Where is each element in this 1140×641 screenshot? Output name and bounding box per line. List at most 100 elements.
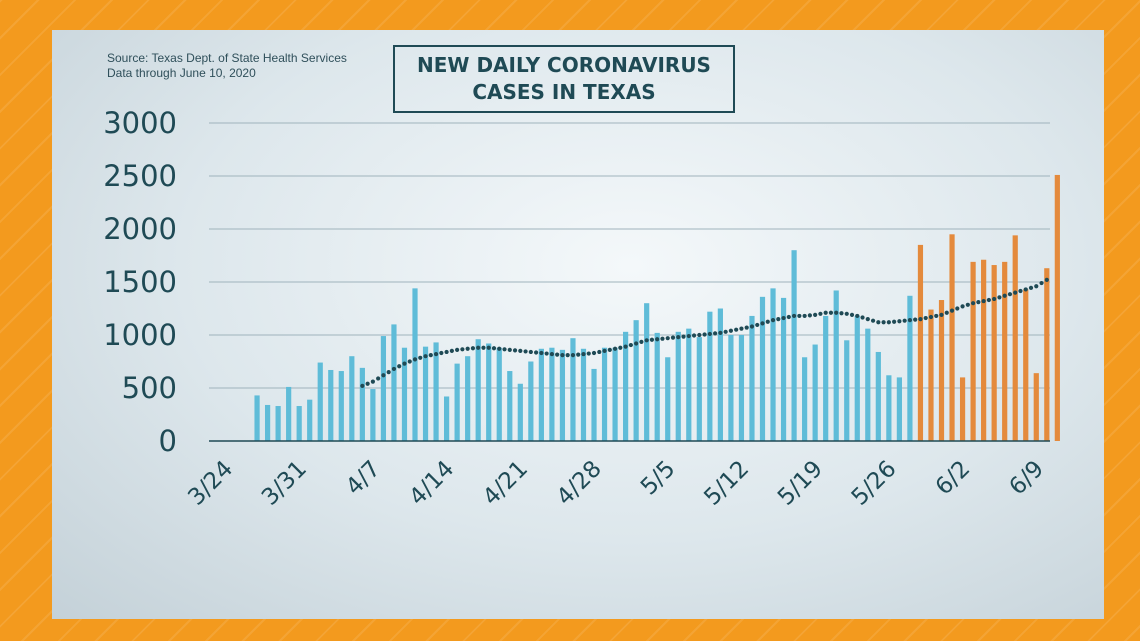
trend-dot	[1039, 280, 1044, 286]
trend-dot	[907, 318, 913, 323]
y-tick-label: 3000	[103, 106, 177, 140]
bar	[296, 406, 302, 441]
y-tick-label: 2500	[103, 159, 177, 193]
trend-dot	[623, 344, 628, 349]
trend-dot	[502, 347, 507, 352]
bar	[854, 315, 860, 441]
bar	[591, 368, 597, 441]
trend-dot	[655, 337, 660, 342]
trend-dot	[1013, 290, 1018, 295]
trend-dot	[376, 376, 381, 381]
bar	[644, 303, 650, 441]
trend-dot	[786, 314, 791, 320]
trend-dot	[407, 359, 412, 364]
trend-dot	[439, 350, 444, 356]
bar	[1033, 373, 1039, 441]
trend-dot	[913, 317, 918, 322]
trend-dot	[1007, 292, 1013, 297]
trend-dot	[602, 348, 607, 353]
trend-dot	[507, 347, 512, 352]
trend-dot	[618, 345, 623, 350]
bar	[886, 375, 892, 441]
trend-dot	[433, 351, 439, 357]
trend-dot	[1034, 284, 1039, 289]
bar	[728, 335, 734, 441]
trend-dot	[1002, 293, 1007, 298]
trend-dot	[981, 298, 986, 304]
bar	[496, 347, 502, 441]
bar	[791, 250, 797, 441]
trend-dot	[802, 313, 807, 319]
trend-dot	[807, 313, 812, 318]
trend-dot	[892, 319, 897, 324]
bar	[917, 244, 924, 441]
bar	[675, 331, 681, 441]
bar	[812, 344, 818, 441]
trend-dot	[834, 310, 839, 315]
bar	[949, 234, 955, 441]
trend-dot	[523, 349, 528, 354]
bar	[896, 377, 902, 441]
trend-dot	[360, 383, 365, 388]
bar	[486, 343, 492, 441]
trend-dot	[797, 313, 802, 319]
trend-dot	[576, 352, 581, 357]
trend-dot	[960, 304, 965, 309]
y-tick-label: 1500	[103, 265, 177, 299]
bar	[570, 338, 576, 441]
bar	[970, 261, 976, 441]
trend-dot	[881, 320, 886, 325]
trend-dot	[597, 349, 602, 355]
trend-dot	[686, 333, 691, 339]
bar	[738, 335, 745, 441]
bar	[349, 356, 355, 441]
trend-dot	[949, 308, 955, 313]
bar	[454, 363, 460, 441]
trend-dot	[628, 342, 633, 348]
bar	[823, 315, 829, 441]
trend-dot	[813, 312, 818, 317]
bar	[1054, 174, 1060, 441]
trend-dot	[591, 350, 597, 356]
trend-dot	[365, 381, 370, 386]
trend-dot	[876, 320, 881, 325]
trend-dot	[570, 353, 576, 358]
trend-dot	[412, 357, 418, 362]
trend-dot	[770, 318, 776, 323]
bar	[370, 389, 376, 441]
trend-dot	[634, 341, 639, 346]
chart-panel: Source: Texas Dept. of State Health Serv…	[52, 30, 1104, 619]
bar	[991, 265, 997, 441]
trend-dot	[549, 351, 554, 357]
bar	[601, 347, 608, 441]
trend-dot	[691, 333, 697, 338]
trend-dot	[423, 354, 428, 359]
trend-dot	[902, 318, 907, 323]
trend-dot	[791, 313, 797, 319]
bar	[959, 377, 966, 441]
trend-dot	[718, 330, 723, 335]
trend-dot	[455, 347, 460, 352]
trend-dot	[612, 346, 618, 351]
trend-dot	[1044, 277, 1049, 282]
bar	[749, 315, 755, 441]
y-tick-label: 2000	[103, 212, 177, 246]
bar	[686, 328, 692, 441]
trend-dot	[939, 312, 944, 317]
bar	[1002, 261, 1008, 441]
trend-dot	[870, 318, 876, 323]
trend-dot	[460, 347, 465, 352]
bar	[780, 297, 787, 441]
trend-dot	[986, 297, 991, 303]
trend-dot	[465, 346, 470, 351]
trend-dot	[428, 353, 433, 358]
trend-dot	[1028, 285, 1034, 290]
trend-dot	[849, 312, 855, 317]
bar	[401, 347, 408, 441]
trend-dot	[670, 335, 676, 340]
trend-dot	[823, 310, 828, 315]
bar	[802, 357, 808, 441]
bar	[654, 332, 660, 441]
bar	[465, 356, 471, 441]
bar	[528, 361, 534, 441]
